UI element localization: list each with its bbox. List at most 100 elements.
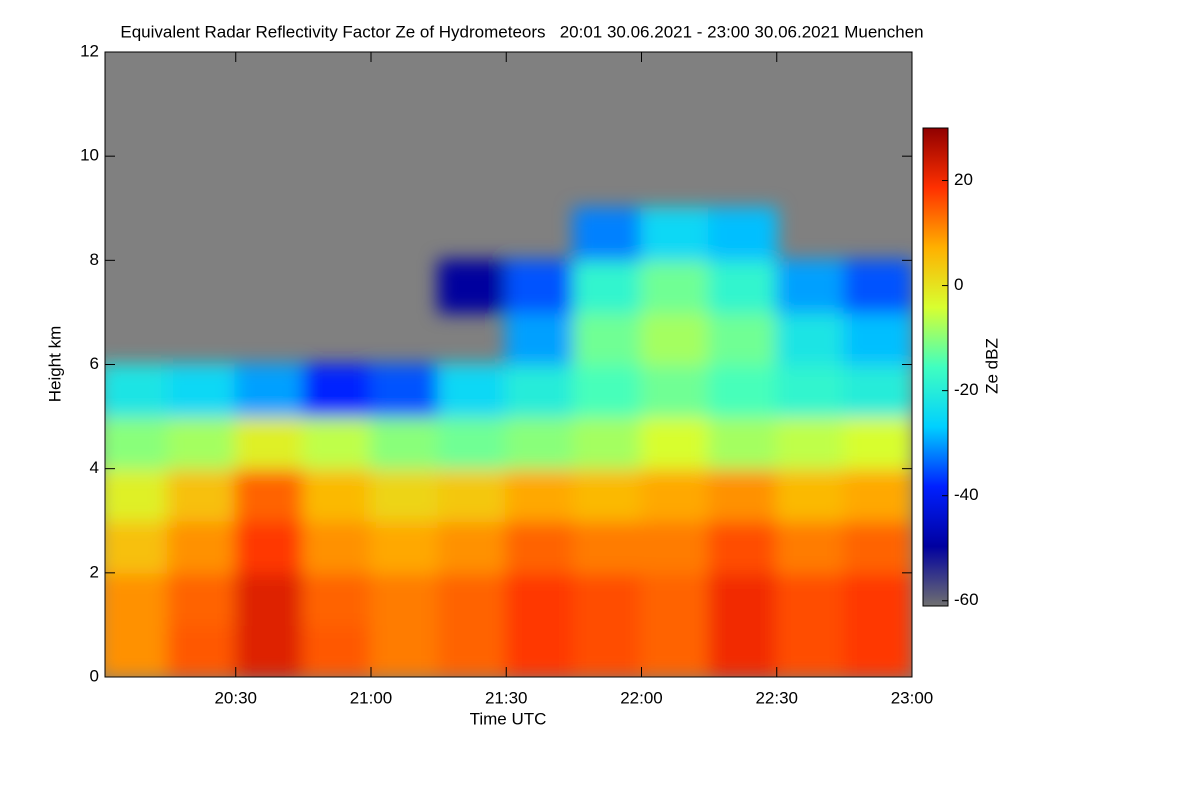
heatmap-cell xyxy=(369,571,440,626)
heatmap-cell xyxy=(437,571,508,626)
heatmap-cell xyxy=(708,519,778,574)
heatmap-cell xyxy=(843,363,912,418)
heatmap-cell xyxy=(105,571,170,626)
heatmap-cell xyxy=(708,363,778,418)
heatmap-cell xyxy=(302,623,372,677)
heatmap-cell xyxy=(505,259,575,314)
heatmap-cell xyxy=(640,259,711,314)
heatmap-cell xyxy=(234,363,305,418)
heatmap-cell xyxy=(302,363,372,418)
heatmap-cell xyxy=(234,415,305,470)
heatmap-cell xyxy=(505,571,575,626)
heatmap-cell xyxy=(302,571,372,626)
heatmap-cell xyxy=(437,415,508,470)
heatmap-cell xyxy=(572,363,643,418)
heatmap-cell xyxy=(505,623,575,677)
x-tick-label: 22:30 xyxy=(755,688,798,707)
heatmap-cell xyxy=(572,259,643,314)
heatmap-cell xyxy=(437,519,508,574)
x-tick-label: 20:30 xyxy=(214,688,257,707)
colorbar-tick-label: -60 xyxy=(954,590,979,609)
heatmap-cell xyxy=(708,311,778,366)
x-tick-label: 21:00 xyxy=(350,688,393,707)
heatmap-cell xyxy=(775,259,846,314)
heatmap-cell xyxy=(775,311,846,366)
heatmap-cell xyxy=(640,623,711,677)
heatmap-cell xyxy=(369,519,440,574)
heatmap-cell xyxy=(302,415,372,470)
colorbar-tick-label: -40 xyxy=(954,485,979,504)
heatmap-cell xyxy=(640,467,711,522)
heatmap-cell xyxy=(775,467,846,522)
y-axis-label: Height km xyxy=(45,326,64,403)
heatmap-cell xyxy=(640,571,711,626)
heatmap-cell xyxy=(708,467,778,522)
heatmap-cell xyxy=(437,363,508,418)
heatmap-cell xyxy=(505,467,575,522)
heatmap-cell xyxy=(369,467,440,522)
heatmap-cell xyxy=(775,571,846,626)
heatmap-cell xyxy=(708,571,778,626)
heatmap-cell xyxy=(234,467,305,522)
heatmap xyxy=(105,207,912,677)
heatmap-cell xyxy=(302,467,372,522)
heatmap-cell xyxy=(167,571,237,626)
heatmap-cell xyxy=(167,415,237,470)
heatmap-cell xyxy=(843,311,912,366)
heatmap-cell xyxy=(505,363,575,418)
heatmap-cell xyxy=(105,519,170,574)
heatmap-cell xyxy=(843,519,912,574)
heatmap-cell xyxy=(775,415,846,470)
heatmap-cell xyxy=(105,623,170,677)
heatmap-cell xyxy=(843,623,912,677)
heatmap-cell xyxy=(708,623,778,677)
colorbar-tick-label: 0 xyxy=(954,275,963,294)
heatmap-cell xyxy=(640,363,711,418)
y-tick-label: 6 xyxy=(90,354,99,373)
heatmap-cell xyxy=(843,571,912,626)
heatmap-cell xyxy=(505,311,575,366)
heatmap-cells xyxy=(105,207,912,677)
x-axis-label: Time UTC xyxy=(470,709,547,728)
y-tick-label: 2 xyxy=(90,562,99,581)
heatmap-cell xyxy=(234,571,305,626)
heatmap-cell xyxy=(640,415,711,470)
heatmap-cell xyxy=(167,519,237,574)
chart-title: Equivalent Radar Reflectivity Factor Ze … xyxy=(120,22,923,41)
heatmap-cell xyxy=(505,415,575,470)
colorbar xyxy=(922,127,949,607)
colorbar-label: Ze dBZ xyxy=(982,338,1001,394)
heatmap-cell xyxy=(708,207,778,262)
heatmap-cell xyxy=(369,363,440,418)
x-tick-label: 21:30 xyxy=(485,688,528,707)
heatmap-cell xyxy=(167,623,237,677)
heatmap-cell xyxy=(843,259,912,314)
heatmap-cell xyxy=(234,519,305,574)
heatmap-cell xyxy=(708,259,778,314)
heatmap-cell xyxy=(775,623,846,677)
heatmap-cell xyxy=(572,415,643,470)
colorbar-tick-label: -20 xyxy=(954,380,979,399)
heatmap-cell xyxy=(572,519,643,574)
y-tick-label: 4 xyxy=(90,458,99,477)
heatmap-cell xyxy=(369,415,440,470)
heatmap-cell xyxy=(843,415,912,470)
heatmap-cell xyxy=(437,467,508,522)
heatmap-cell xyxy=(640,311,711,366)
colorbar-tick-label: 20 xyxy=(954,170,973,189)
heatmap-cell xyxy=(105,467,170,522)
heatmap-cell xyxy=(505,519,575,574)
heatmap-cell xyxy=(572,311,643,366)
heatmap-cell xyxy=(708,415,778,470)
y-tick-label: 10 xyxy=(80,146,99,165)
heatmap-cell xyxy=(302,519,372,574)
heatmap-cell xyxy=(775,519,846,574)
heatmap-cell xyxy=(572,207,643,262)
x-tick-label: 22:00 xyxy=(620,688,663,707)
y-tick-label: 8 xyxy=(90,250,99,269)
heatmap-cell xyxy=(437,259,508,314)
heatmap-cell xyxy=(572,623,643,677)
y-tick-label: 0 xyxy=(90,666,99,685)
